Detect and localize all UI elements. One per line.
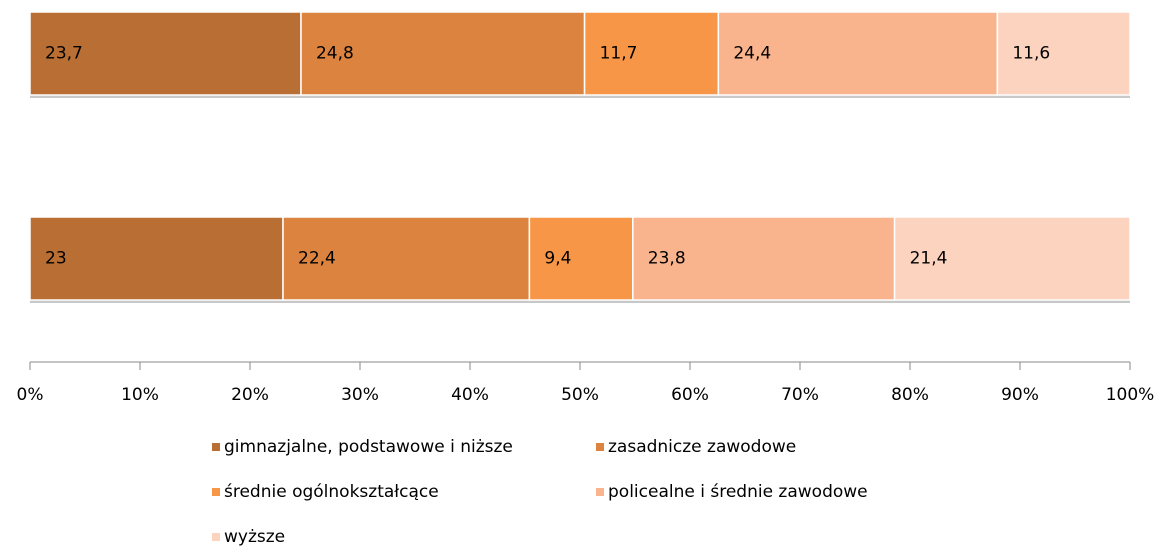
x-tick-label: 70%	[781, 385, 819, 405]
bar-segment	[29, 216, 284, 301]
x-tick-label: 100%	[1106, 385, 1155, 405]
x-tick-label: 20%	[231, 385, 269, 405]
x-tick-label: 80%	[891, 385, 929, 405]
data-label: 11,7	[600, 44, 638, 64]
bar-segment	[29, 11, 302, 96]
bar-segment	[528, 216, 634, 301]
data-label: 22,4	[298, 249, 336, 269]
legend-swatch	[212, 533, 220, 541]
x-tick-label: 40%	[451, 385, 489, 405]
bar-segment	[632, 216, 896, 301]
legend-label: średnie ogólnokształcące	[224, 482, 439, 502]
legend-swatch	[596, 443, 604, 451]
data-label: 9,4	[544, 249, 571, 269]
x-tick-label: 60%	[671, 385, 709, 405]
bar-segment	[996, 11, 1131, 96]
data-label: 23,8	[648, 249, 686, 269]
x-tick-label: 10%	[121, 385, 159, 405]
data-label: 24,8	[316, 44, 354, 64]
legend-swatch	[212, 488, 220, 496]
x-tick-label: 30%	[341, 385, 379, 405]
legend-label: wyższe	[224, 527, 285, 547]
data-label: 23	[45, 249, 67, 269]
data-label: 11,6	[1012, 44, 1050, 64]
bar-shadow	[30, 95, 1130, 98]
legend-label: policealne i średnie zawodowe	[608, 482, 868, 502]
legend-label: zasadnicze zawodowe	[608, 437, 796, 457]
data-label: 24,4	[733, 44, 771, 64]
legend-label: gimnazjalne, podstawowe i niższe	[224, 437, 513, 457]
x-tick-label: 90%	[1001, 385, 1039, 405]
bar-segment	[300, 11, 586, 96]
legend-swatch	[596, 488, 604, 496]
data-label: 23,7	[45, 44, 83, 64]
bar-segment	[893, 216, 1131, 301]
x-tick-label: 0%	[17, 385, 44, 405]
x-tick-label: 50%	[561, 385, 599, 405]
data-label: 21,4	[910, 249, 948, 269]
legend-swatch	[212, 443, 220, 451]
bar-shadow	[30, 300, 1130, 303]
